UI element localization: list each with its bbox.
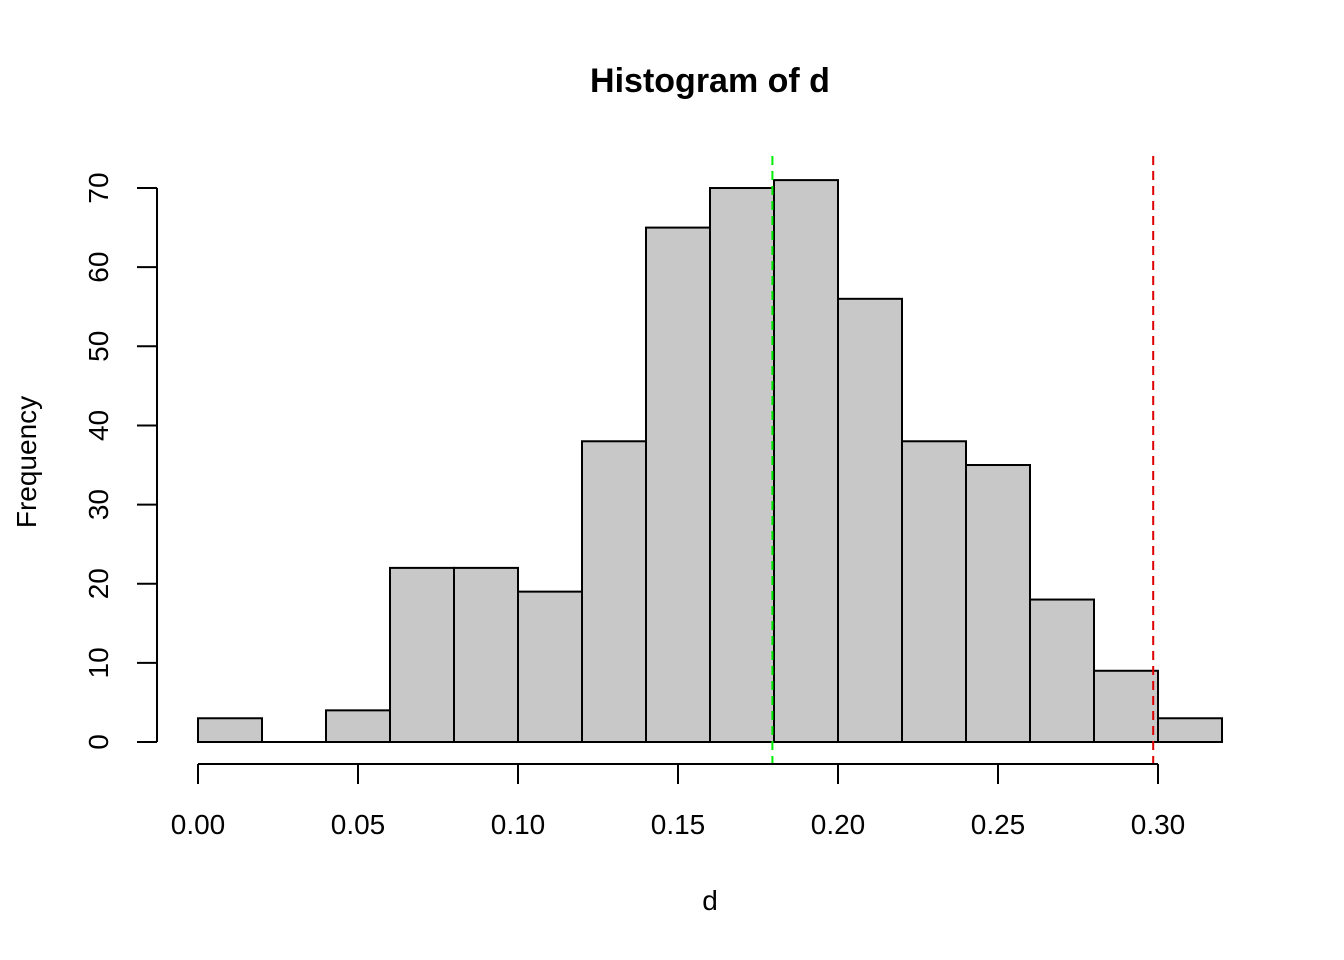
y-tick-label: 40: [83, 410, 114, 441]
histogram-bar: [965, 464, 1031, 743]
histogram-bar: [837, 297, 903, 743]
y-axis-label: Frequency: [11, 396, 42, 528]
x-tick-label: 0.10: [491, 809, 546, 840]
x-tick-label: 0.20: [811, 809, 866, 840]
histogram-bar: [1029, 598, 1095, 743]
x-tick-label: 0.00: [171, 809, 226, 840]
bars-group: [197, 179, 1223, 744]
y-tick-label: 70: [83, 172, 114, 203]
histogram-bar: [325, 709, 391, 743]
x-axis-label: d: [702, 885, 718, 916]
y-tick-label: 10: [83, 647, 114, 678]
histogram-bar: [1093, 669, 1159, 743]
x-tick-label: 0.05: [331, 809, 386, 840]
histogram-bar: [709, 187, 775, 743]
y-axis: 0 10 20 30 40 50 60 70: [83, 172, 158, 750]
chart-title: Histogram of d: [590, 62, 830, 100]
histogram-bar: [453, 566, 519, 744]
y-tick-label: 50: [83, 331, 114, 362]
y-tick-label: 20: [83, 568, 114, 599]
histogram-bar: [1157, 717, 1223, 743]
x-tick-label: 0.15: [651, 809, 706, 840]
x-tick-label: 0.25: [971, 809, 1026, 840]
histogram-bar: [517, 590, 583, 743]
x-axis: 0.00 0.05 0.10 0.15 0.20 0.25 0.30: [171, 763, 1186, 840]
histogram-bar: [901, 440, 967, 743]
y-tick-label: 0: [83, 734, 114, 750]
histogram-bar: [645, 226, 711, 743]
histogram-bar: [773, 179, 839, 743]
histogram-bar: [197, 717, 263, 743]
y-tick-label: 30: [83, 489, 114, 520]
histogram-bar: [389, 566, 455, 744]
x-tick-label: 0.30: [1131, 809, 1186, 840]
reference-lines-group: [771, 156, 1155, 764]
histogram-bar: [581, 440, 647, 743]
y-tick-label: 60: [83, 252, 114, 283]
